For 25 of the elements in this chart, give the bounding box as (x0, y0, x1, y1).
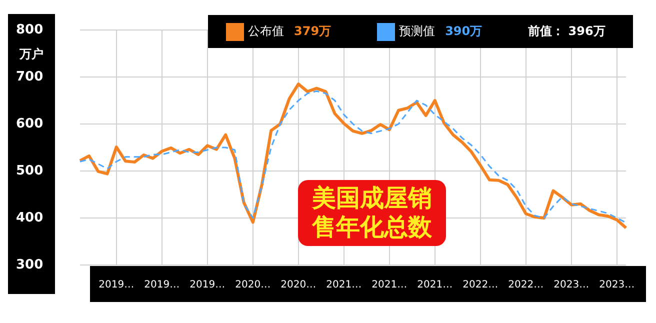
x-tick-label: 2022… (508, 280, 544, 291)
x-tick-label: 2019… (144, 280, 180, 291)
x-tick-label: 2023… (554, 280, 590, 291)
legend-label: 公布值 (248, 23, 284, 40)
x-tick-label: 2021… (326, 280, 362, 291)
x-tick-label: 2021… (372, 280, 408, 291)
y-tick-label: 800 (16, 22, 44, 38)
x-tick-label: 2022… (462, 280, 498, 291)
y-tick-label: 400 (16, 210, 44, 226)
annotation: 前值： 396万 (528, 23, 606, 40)
legend-label: 预测值 (399, 23, 436, 40)
annotation: 379万 (294, 23, 332, 40)
x-tick-label: 2021… (417, 280, 453, 291)
text: 美国成屋销售年化总数 (298, 180, 446, 246)
x-tick-label: 2019… (98, 280, 134, 291)
y-tick-label: 600 (16, 116, 44, 132)
x-tick-label: 2020… (280, 280, 316, 291)
y-tick-label: 500 (16, 163, 44, 178)
y-tick-label: 300 (16, 257, 44, 272)
annotation: 390万 (445, 23, 482, 40)
y-axis-title: 万户 (18, 46, 44, 63)
x-tick-label: 2019… (190, 280, 226, 291)
x-tick-label: 2023… (599, 280, 635, 291)
x-tick-label: 2020… (235, 280, 271, 291)
y-tick-label: 700 (16, 69, 44, 84)
